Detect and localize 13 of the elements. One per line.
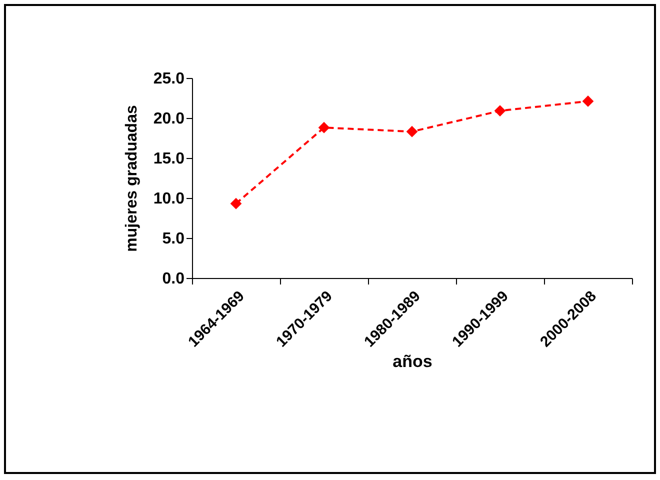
- point: [582, 96, 594, 107]
- point: [230, 198, 242, 210]
- y-tick-label: 10.0: [153, 190, 185, 208]
- y-axis-title: mujeres graduadas: [123, 105, 140, 252]
- y-tick-label: 0.0: [162, 270, 185, 288]
- x-axis-title: años: [392, 352, 432, 371]
- point: [494, 105, 506, 116]
- y-tick-label: 25.0: [153, 70, 185, 88]
- point: [406, 126, 418, 138]
- y-tick-label: 5.0: [162, 230, 185, 248]
- y-tick-label: 20.0: [153, 110, 185, 128]
- y-tick-label: 15.0: [153, 150, 185, 168]
- point: [318, 122, 330, 134]
